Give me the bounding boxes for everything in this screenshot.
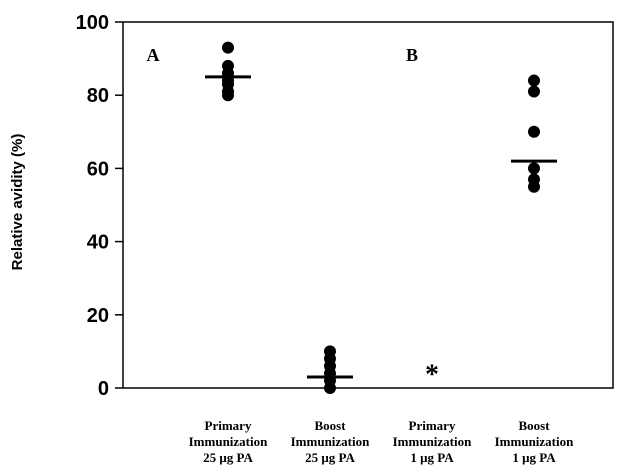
axes [122,21,614,389]
y-tick-label: 80 [87,85,109,107]
panel-label-b: B [406,45,418,65]
category-label: Primary Immunization 1 μg PA [393,418,473,465]
data-point [528,180,540,193]
data-point [222,41,234,54]
category-label-line: 1 μg PA [410,450,454,465]
annotations: A B * [147,45,440,391]
data-point [528,85,540,98]
panel-label-a: A [147,45,160,65]
category-label-line: 25 μg PA [305,450,355,465]
y-axis-title: Relative avidity (%) [9,134,26,271]
category-label-line: Immunization [393,434,473,449]
category-label-line: Boost [314,418,346,433]
category-label-line: Immunization [189,434,269,449]
y-tick-label: 40 [87,232,109,254]
category-label: Boost Immunization 25 μg PA [291,418,371,465]
category-label-line: Boost [518,418,550,433]
data-points [222,41,540,394]
category-label-line: Immunization [291,434,371,449]
category-label-line: 25 μg PA [203,450,253,465]
data-point [528,74,540,87]
y-tick-label: 20 [87,305,109,327]
data-point [222,89,234,102]
category-label: Primary Immunization 25 μg PA [189,418,269,465]
category-label-line: Primary [409,418,456,433]
plot-frame [122,21,614,389]
y-tick-label: 60 [87,158,109,180]
y-tick-label: 0 [98,378,109,400]
data-point [324,382,336,394]
asterisk-annotation: * [425,360,439,391]
y-ticks: 0 20 40 60 80 100 [76,12,123,400]
category-label-line: Primary [205,418,252,433]
category-label-line: Immunization [495,434,575,449]
data-point [528,125,540,138]
mean-lines [205,75,557,379]
category-label-line: 1 μg PA [512,450,556,465]
data-point [528,162,540,175]
category-label: Boost Immunization 1 μg PA [495,418,575,465]
y-tick-label: 100 [76,12,109,34]
